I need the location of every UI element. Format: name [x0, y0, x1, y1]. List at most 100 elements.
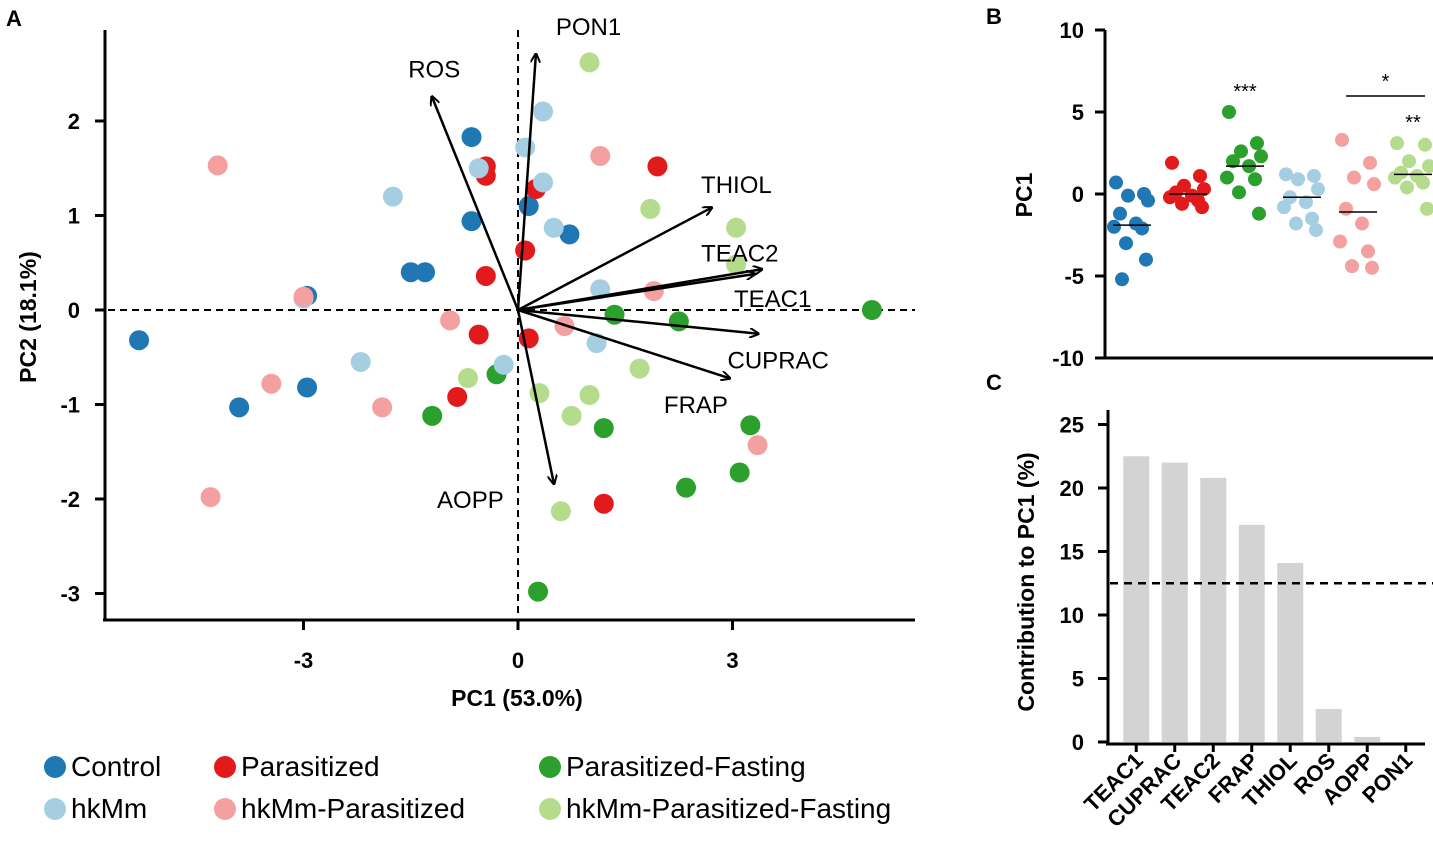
point-hkMm: [1311, 182, 1325, 197]
bar-teac2: [1200, 477, 1227, 742]
point-control: [1135, 221, 1149, 236]
point-control: [1119, 236, 1133, 251]
point-hkMm: [1307, 168, 1321, 183]
point-control: [1107, 219, 1121, 234]
pc1-y-axis-title: PC1: [1011, 172, 1037, 217]
pca-axes: -3 0 3 -3 -2 -1 0 1 2: [60, 30, 915, 673]
point-hkMm: [382, 186, 403, 207]
point-hkMm_parasitized: [261, 373, 282, 394]
loading-label-frap: FRAP: [664, 392, 728, 419]
point-parasitized_fasting: [668, 311, 689, 332]
loading-label-ros: ROS: [408, 56, 460, 83]
point-hkMm_parasitized_fasting: [1388, 170, 1402, 185]
point-hkMm: [1289, 216, 1303, 231]
panel-label-b: B: [986, 4, 1002, 29]
point-hkMm_parasitized: [440, 310, 461, 331]
point-hkMm: [1299, 195, 1313, 210]
legend-label-parasitized: Parasitized: [241, 751, 380, 782]
point-control: [1121, 188, 1135, 203]
point-hkMm: [533, 101, 554, 122]
point-parasitized: [447, 386, 468, 407]
point-hkMm: [1305, 211, 1319, 226]
point-parasitized_fasting: [676, 477, 697, 498]
bar-cuprac: [1161, 462, 1188, 742]
point-parasitized: [475, 265, 496, 286]
contribution-y-axis-title: Contribution to PC1 (%): [1013, 452, 1039, 711]
point-parasitized_fasting: [1226, 154, 1240, 169]
loading-vector-teac1: [517, 274, 754, 312]
legend-swatch-hkMm_parasitized_fasting: [539, 798, 561, 820]
point-parasitized: [593, 493, 614, 514]
point-hkMm_parasitized: [747, 435, 768, 456]
point-hkMm: [1309, 223, 1323, 238]
point-hkMm_parasitized: [1367, 177, 1381, 192]
legend-swatch-parasitized: [214, 756, 236, 778]
loading-label-cuprac: CUPRAC: [728, 348, 829, 375]
point-parasitized_fasting: [1232, 185, 1246, 200]
point-control: [1115, 272, 1129, 287]
pca-y-tick-label: -1: [60, 393, 80, 418]
point-hkMm_parasitized: [207, 155, 228, 176]
point-parasitized_fasting: [528, 581, 549, 602]
legend: Control Parasitized Parasitized-Fasting hkM…: [44, 751, 891, 824]
point-parasitized: [647, 156, 668, 177]
pca-x-tick-label: 0: [512, 648, 524, 673]
legend-swatch-hkMm_parasitized: [214, 798, 236, 820]
legend-swatch-hkMm: [44, 798, 66, 820]
point-hkMm: [1279, 167, 1293, 182]
point-parasitized_fasting: [740, 415, 761, 436]
pca-y-tick-label: 0: [68, 298, 80, 323]
pca-x-axis-title: PC1 (53.0%): [451, 685, 583, 711]
contribution-y-tick-label: 0: [1072, 730, 1084, 755]
point-hkMm_parasitized: [1339, 201, 1353, 216]
bar-frap: [1238, 524, 1265, 742]
significance-marker: **: [1405, 112, 1421, 134]
sample-points: [129, 52, 882, 602]
point-hkMm_parasitized_fasting: [457, 368, 478, 389]
pca-y-tick-label: -3: [60, 582, 80, 607]
point-hkMm_parasitized: [1361, 244, 1375, 259]
loading-vector-pon1: [516, 55, 536, 311]
point-parasitized: [1175, 196, 1189, 211]
point-hkMm: [350, 351, 371, 372]
point-parasitized_fasting: [422, 405, 443, 426]
point-hkMm: [1291, 172, 1305, 187]
point-hkMm_parasitized: [200, 487, 221, 508]
contribution-y-tick-label: 25: [1060, 413, 1084, 438]
pc1-axes: 10 5 0 -5 -10: [1052, 18, 1433, 371]
significance-marker: *: [1382, 71, 1390, 93]
point-parasitized_fasting: [1252, 206, 1266, 221]
point-parasitized_fasting: [593, 418, 614, 439]
point-control: [559, 224, 580, 245]
point-hkMm_parasitized: [293, 286, 314, 307]
loading-vector-frap: [517, 308, 729, 378]
contribution-y-tick-label: 20: [1060, 476, 1084, 501]
loading-label-thiol: THIOL: [701, 172, 772, 199]
point-hkMm_parasitized_fasting: [529, 383, 550, 404]
loading-label-aopp: AOPP: [437, 487, 504, 514]
loading-vector-cuprac: [517, 308, 758, 334]
pca-x-tick-label: 3: [726, 648, 738, 673]
point-control: [1113, 206, 1127, 221]
pc1-y-tick-label: 0: [1072, 182, 1084, 207]
point-control: [461, 127, 482, 148]
pc1-y-tick-label: -5: [1064, 264, 1084, 289]
point-hkMm_parasitized: [1345, 259, 1359, 274]
legend-swatch-control: [44, 756, 66, 778]
point-hkMm: [533, 172, 554, 193]
significance-marker: ***: [1233, 81, 1257, 103]
point-hkMm_parasitized: [1355, 216, 1369, 231]
legend-label-parasitized_fasting: Parasitized-Fasting: [566, 751, 806, 782]
point-parasitized: [1193, 168, 1207, 183]
point-hkMm: [543, 217, 564, 238]
point-parasitized: [468, 324, 489, 345]
contribution-y-tick-label: 5: [1072, 667, 1084, 692]
point-parasitized_fasting: [861, 300, 882, 320]
point-parasitized: [515, 240, 536, 261]
point-hkMm_parasitized: [372, 397, 393, 418]
point-hkMm_parasitized_fasting: [629, 358, 650, 379]
